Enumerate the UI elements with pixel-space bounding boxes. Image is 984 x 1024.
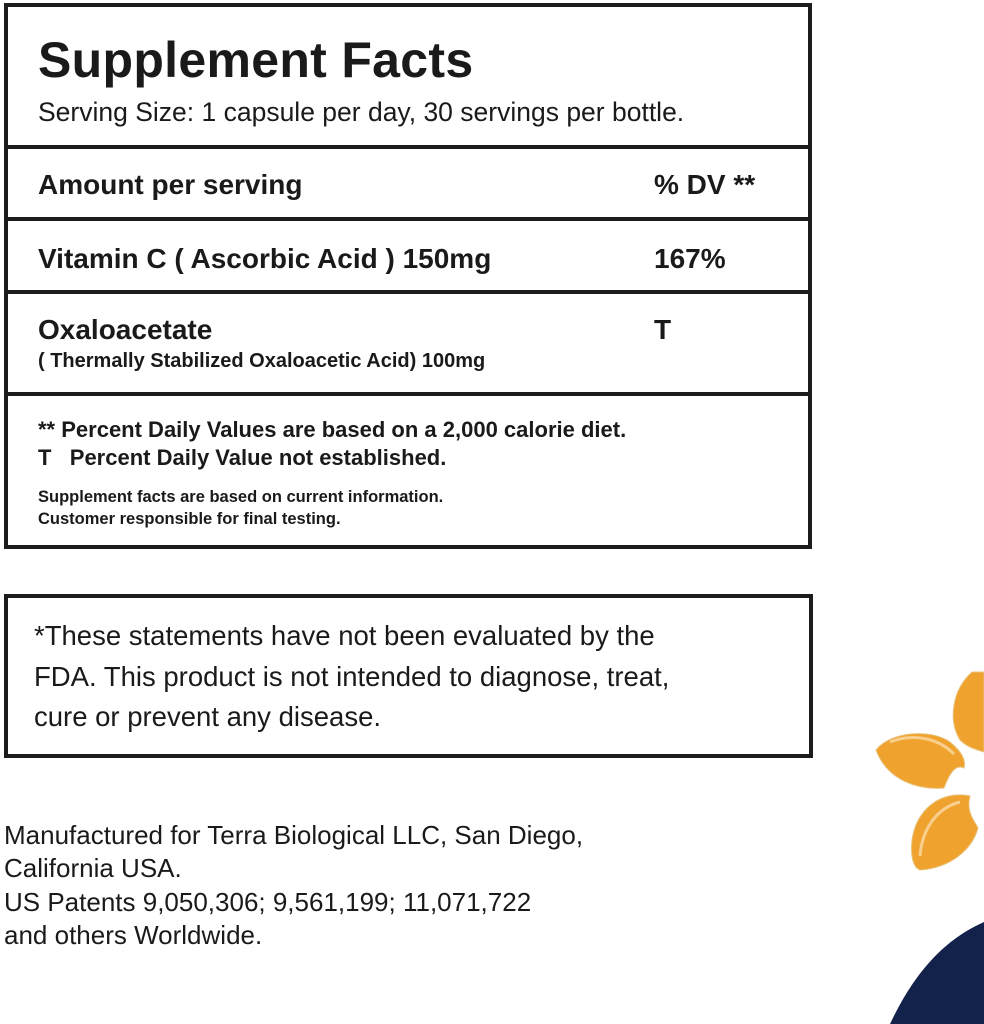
facts-header: Supplement Facts Serving Size: 1 capsule… (8, 7, 808, 149)
disclaimer-line: FDA. This product is not intended to dia… (34, 661, 670, 692)
nutrient-dv: T (654, 314, 672, 345)
table-row: Vitamin C ( Ascorbic Acid ) 150mg 167% (8, 221, 808, 294)
nutrient-name: Oxaloacetate (38, 314, 213, 345)
table-row: Oxaloacetate ( Thermally Stabilized Oxal… (8, 294, 808, 396)
amount-label: Amount per serving (38, 169, 303, 200)
disclaimer-line: *These statements have not been evaluate… (34, 620, 655, 651)
fda-disclaimer: *These statements have not been evaluate… (4, 594, 813, 758)
patents-line: and others Worldwide. (4, 920, 263, 950)
manufacturer-line: California USA. (4, 853, 182, 883)
footnote: ** Percent Daily Values are based on a 2… (38, 417, 627, 442)
patents-line: US Patents 9,050,306; 9,561,199; 11,071,… (4, 887, 532, 917)
page-title: Supplement Facts (38, 32, 474, 88)
disclaimer-line: cure or prevent any disease. (34, 701, 381, 732)
footnote: T Percent Daily Value not established. (38, 445, 447, 470)
manufacturer-line: Manufactured for Terra Biological LLC, S… (4, 820, 584, 850)
logo-petals-icon (875, 671, 984, 1024)
dv-label: % DV ** (654, 169, 756, 200)
nutrient-dv: 167% (654, 243, 726, 274)
supplement-facts-panel: Supplement Facts Serving Size: 1 capsule… (4, 3, 812, 549)
note: Customer responsible for final testing. (38, 510, 341, 528)
nutrient-name: Vitamin C ( Ascorbic Acid ) 150mg (38, 243, 492, 274)
note: Supplement facts are based on current in… (38, 488, 444, 506)
amount-header-row: Amount per serving % DV ** (8, 149, 808, 221)
serving-size: Serving Size: 1 capsule per day, 30 serv… (38, 97, 685, 127)
nutrient-detail: ( Thermally Stabilized Oxaloacetic Acid)… (38, 350, 486, 372)
